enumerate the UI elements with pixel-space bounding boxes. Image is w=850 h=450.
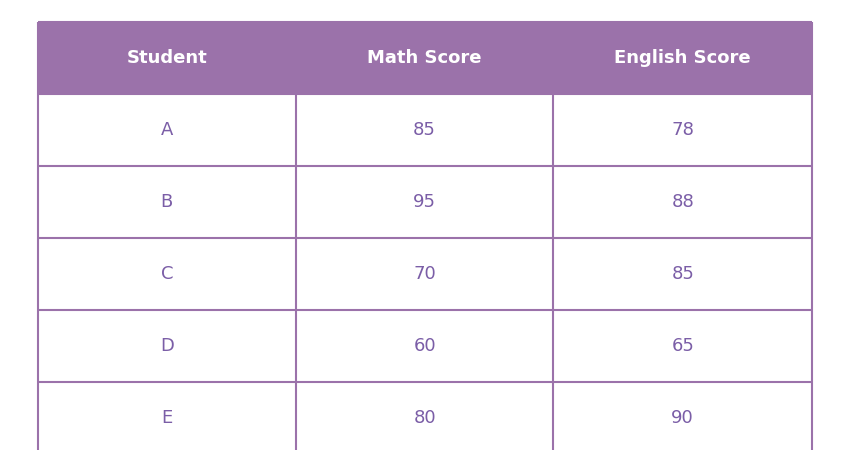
- Bar: [553, 94, 812, 166]
- Text: B: B: [161, 193, 173, 211]
- Text: C: C: [161, 265, 173, 283]
- Bar: [38, 382, 296, 450]
- Text: 65: 65: [672, 337, 694, 355]
- Bar: [38, 238, 296, 310]
- Bar: [296, 166, 553, 238]
- Text: A: A: [161, 121, 173, 139]
- Bar: [38, 310, 296, 382]
- Text: Math Score: Math Score: [367, 49, 482, 67]
- Bar: [296, 22, 553, 94]
- Text: 70: 70: [413, 265, 436, 283]
- Bar: [553, 382, 812, 450]
- Text: D: D: [160, 337, 173, 355]
- Bar: [553, 238, 812, 310]
- Bar: [296, 94, 553, 166]
- Text: 95: 95: [413, 193, 436, 211]
- Text: 60: 60: [413, 337, 436, 355]
- Text: 80: 80: [413, 409, 436, 427]
- Text: 90: 90: [672, 409, 694, 427]
- Bar: [296, 310, 553, 382]
- Text: E: E: [162, 409, 173, 427]
- Text: 88: 88: [672, 193, 694, 211]
- Text: English Score: English Score: [615, 49, 751, 67]
- Text: 85: 85: [413, 121, 436, 139]
- Bar: [296, 238, 553, 310]
- Bar: [553, 310, 812, 382]
- Text: 78: 78: [672, 121, 694, 139]
- Bar: [38, 22, 296, 94]
- Bar: [553, 22, 812, 94]
- Bar: [38, 94, 296, 166]
- Bar: [38, 166, 296, 238]
- Text: Student: Student: [127, 49, 207, 67]
- Bar: [296, 382, 553, 450]
- Text: 85: 85: [672, 265, 694, 283]
- Bar: [553, 166, 812, 238]
